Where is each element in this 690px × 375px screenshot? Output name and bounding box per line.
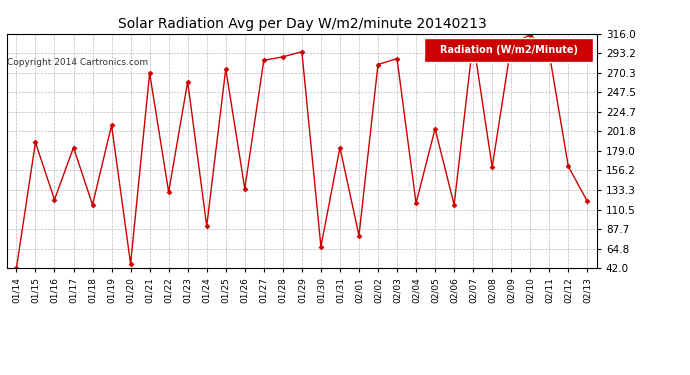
Text: Copyright 2014 Cartronics.com: Copyright 2014 Cartronics.com	[7, 58, 148, 67]
Text: Radiation (W/m2/Minute): Radiation (W/m2/Minute)	[440, 45, 578, 55]
Title: Solar Radiation Avg per Day W/m2/minute 20140213: Solar Radiation Avg per Day W/m2/minute …	[117, 17, 486, 31]
